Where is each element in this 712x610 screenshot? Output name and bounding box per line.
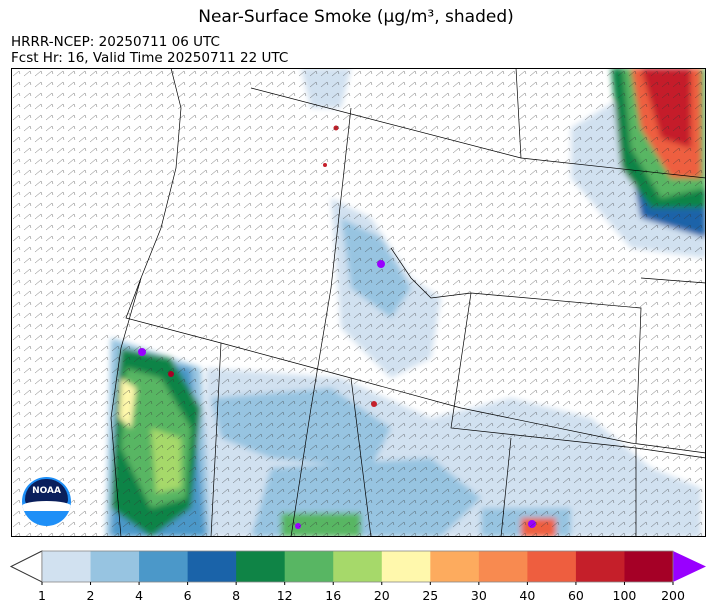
- colorbar-outline: [41, 550, 674, 583]
- smoke-map: [11, 68, 706, 537]
- colorbar-under-triangle: [9, 550, 43, 583]
- colorbar-bin: [575, 551, 625, 582]
- map-frame: [11, 68, 706, 537]
- colorbar-tick-label: 6: [183, 588, 192, 603]
- colorbar: [9, 550, 706, 585]
- colorbar-tick-label: 8: [232, 588, 241, 603]
- colorbar-bin: [430, 551, 480, 582]
- colorbar-tick-label: 30: [470, 588, 487, 603]
- noaa-logo: NOAA: [22, 477, 71, 526]
- colorbar-bin: [284, 551, 334, 582]
- colorbar-tick-label: 100: [612, 588, 637, 603]
- colorbar-tick-label: 4: [135, 588, 144, 603]
- map-title: Near-Surface Smoke (μg/m³, shaded): [198, 7, 514, 27]
- colorbar-bin: [624, 551, 674, 582]
- colorbar-bin: [187, 551, 237, 582]
- colorbar-tick-label: 20: [373, 588, 390, 603]
- model-run-label: HRRR-NCEP: 20250711 06 UTC: [11, 34, 220, 50]
- colorbar-tick-label: 12: [276, 588, 293, 603]
- wind-barbs: [11, 68, 706, 537]
- colorbar-bin: [478, 551, 528, 582]
- colorbar-bin: [42, 551, 92, 582]
- state-borders: [110, 68, 706, 537]
- colorbar-tick-label: 60: [567, 588, 584, 603]
- colorbar-tick-label: 25: [422, 588, 439, 603]
- colorbar-tick-label: 2: [86, 588, 95, 603]
- colorbar-bin: [333, 551, 383, 582]
- colorbar-over-triangle: [673, 551, 706, 582]
- colorbar-bin: [139, 551, 189, 582]
- valid-time-label: Fcst Hr: 16, Valid Time 20250711 22 UTC: [11, 50, 289, 66]
- colorbar-bin: [527, 551, 577, 582]
- colorbar-bin: [381, 551, 431, 582]
- colorbar-tick-label: 200: [661, 588, 685, 603]
- colorbar-bin: [236, 551, 286, 582]
- colorbar-bin: [90, 551, 140, 582]
- colorbar-tick-label: 40: [519, 588, 536, 603]
- colorbar-tick-label: 1: [38, 588, 46, 603]
- colorbar-tick-label: 16: [325, 588, 342, 603]
